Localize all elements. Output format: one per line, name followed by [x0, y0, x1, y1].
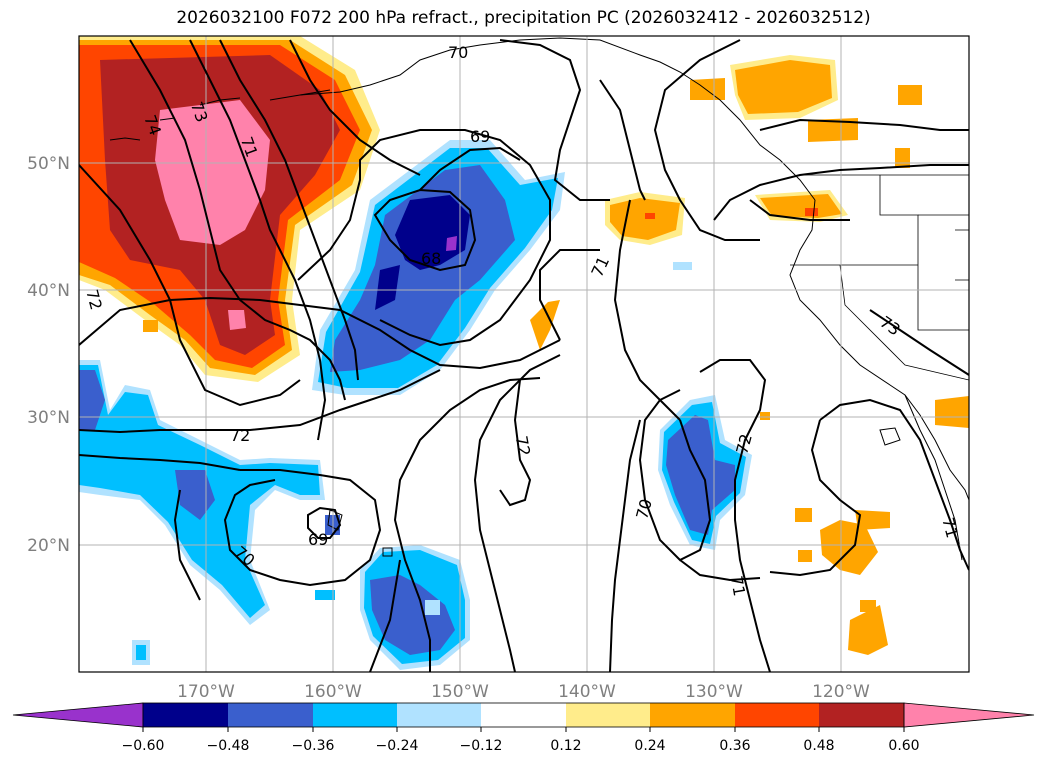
contour-label: 71 [938, 515, 962, 540]
precip-negative-region-south-central [360, 545, 470, 670]
contour-label: 72 [82, 287, 106, 312]
colorbar-upper-extend [903, 702, 1035, 728]
colorbar-segment [143, 703, 228, 727]
colorbar: −0.60 −0.48 −0.36 −0.24 −0.12 0.12 0.24 … [12, 702, 1035, 754]
contour-label: 71 [727, 574, 749, 597]
contour-label: 72 [732, 432, 756, 457]
contour-label: 72 [512, 434, 534, 457]
colorbar-tick-label: 0.12 [550, 738, 581, 754]
longitude-labels: 170°W 160°W 150°W 140°W 130°W 120°W [177, 682, 870, 702]
coastlines [109, 37, 969, 561]
colorbar-tick-label: 0.36 [719, 738, 750, 754]
contour-label: 69 [308, 530, 328, 549]
colorbar-tick-label: −0.48 [207, 738, 250, 754]
lat-label: 20°N [27, 536, 70, 556]
colorbar-tick-label: 0.60 [888, 738, 919, 754]
lon-label: 140°W [558, 682, 616, 702]
contour-label: 69 [470, 127, 490, 146]
colorbar-segment [819, 703, 904, 727]
lon-label: 120°W [812, 682, 870, 702]
refractivity-contours [79, 39, 969, 672]
precip-negative-region-southwest [79, 360, 340, 665]
precip-negative-region-east [658, 262, 752, 550]
contour-label: 68 [421, 249, 441, 268]
contour-label: 70 [448, 43, 468, 62]
colorbar-segment [735, 703, 819, 727]
lat-label: 30°N [27, 408, 70, 428]
colorbar-segment [397, 703, 481, 727]
colorbar-segment [650, 703, 735, 727]
colorbar-tick-label: −0.12 [460, 738, 503, 754]
colorbar-lower-extend [12, 702, 144, 728]
colorbar-tick-label: −0.36 [292, 738, 335, 754]
colorbar-tick-label: 0.48 [803, 738, 834, 754]
lon-label: 150°W [431, 682, 489, 702]
lon-label: 170°W [177, 682, 235, 702]
contour-label: 70 [632, 497, 656, 522]
contour-label: 72 [230, 426, 250, 445]
latitude-labels: 50°N 40°N 30°N 20°N [27, 154, 70, 556]
map-frame [78, 35, 970, 673]
colorbar-tick-label: 0.24 [634, 738, 665, 754]
lon-label: 130°W [685, 682, 743, 702]
boundaries [790, 174, 969, 381]
lon-label: 160°W [304, 682, 362, 702]
colorbar-tick-label: −0.24 [376, 738, 419, 754]
colorbar-segment [228, 703, 313, 727]
colorbar-segment [566, 703, 650, 727]
lat-label: 50°N [27, 154, 70, 174]
map-area: 70 73 74 71 69 68 71 72 72 73 72 72 70 6… [79, 36, 969, 672]
colorbar-tick-label: −0.60 [122, 738, 165, 754]
colorbar-segment [481, 703, 566, 727]
grid-lines [79, 36, 969, 672]
lat-label: 40°N [27, 281, 70, 301]
colorbar-segment [313, 703, 397, 727]
map-title: 2026032100 F072 200 hPa refract., precip… [176, 8, 871, 28]
